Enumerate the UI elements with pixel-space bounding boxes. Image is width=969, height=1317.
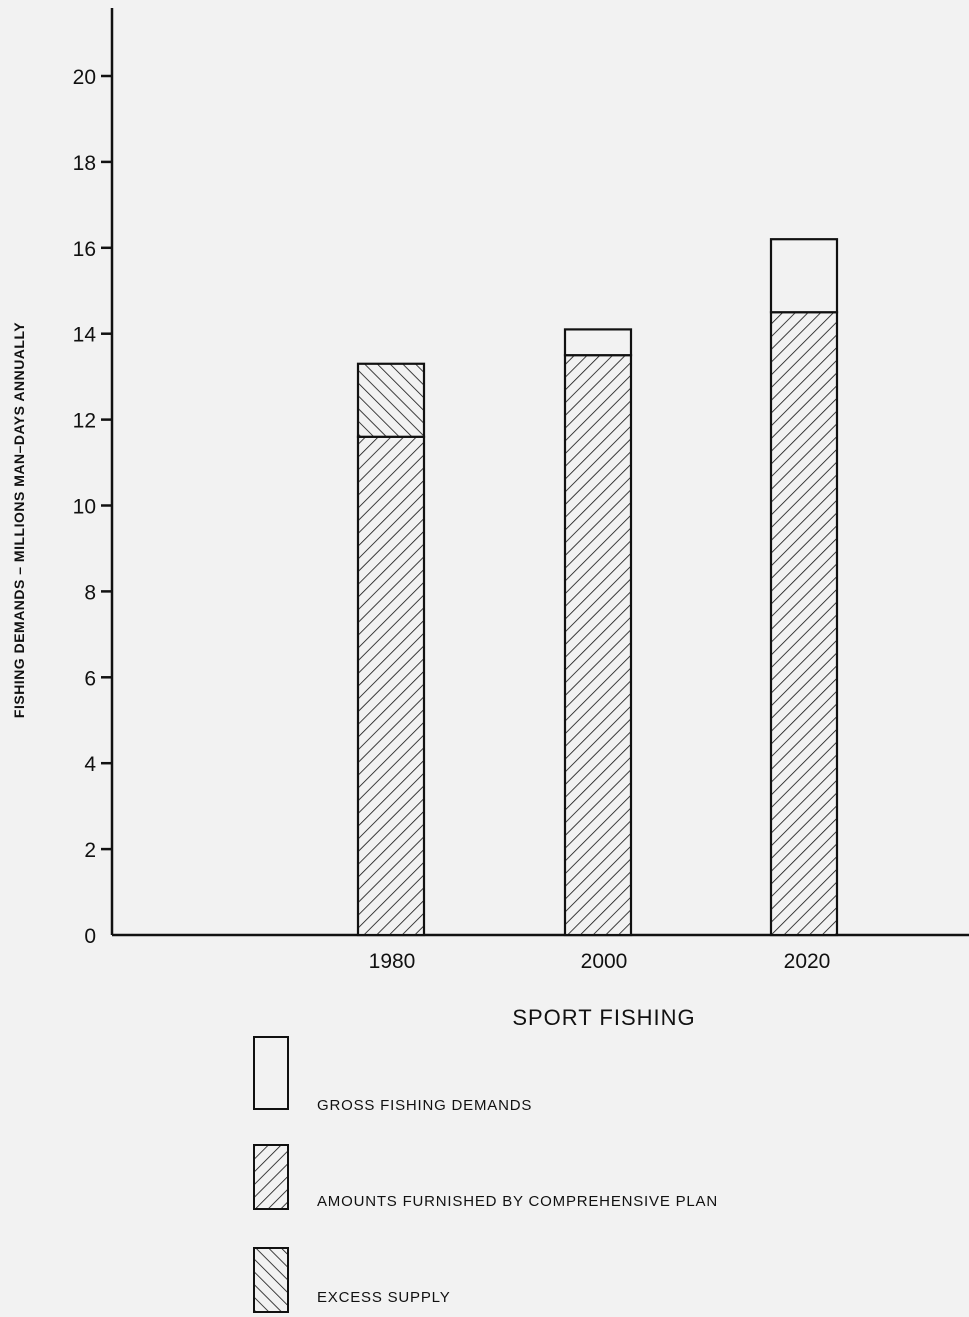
x-axis-label: SPORT FISHING bbox=[512, 1005, 695, 1030]
y-tick-label: 10 bbox=[73, 496, 96, 519]
legend-swatch-comprehensive-plan bbox=[253, 1144, 289, 1210]
y-tick-label: 2 bbox=[84, 839, 96, 862]
legend-swatch-gross-demands bbox=[253, 1036, 289, 1110]
bar-segment-2020-hatch-forward bbox=[769, 311, 839, 937]
legend-label-comprehensive-plan: AMOUNTS FURNISHED BY COMPREHENSIVE PLAN bbox=[317, 1193, 718, 1210]
bar-segment-2000-hatch-forward bbox=[563, 354, 633, 937]
y-ticks: 0 2 4 6 8 10 12 14 16 18 20 bbox=[73, 66, 112, 948]
y-tick-label: 8 bbox=[84, 581, 96, 604]
legend: GROSS FISHING DEMANDS AMOUNTS FURNISHED … bbox=[253, 1036, 718, 1313]
category-label: 1980 bbox=[369, 950, 416, 973]
legend-swatch-excess-supply bbox=[253, 1247, 289, 1313]
y-tick-label: 0 bbox=[84, 925, 96, 948]
legend-label-gross-demands: GROSS FISHING DEMANDS bbox=[317, 1097, 532, 1114]
bar-segment-1980-hatch-forward bbox=[356, 435, 426, 937]
category-label: 2000 bbox=[581, 950, 628, 973]
bar-segment-2020-empty bbox=[769, 238, 839, 314]
legend-label-excess-supply: EXCESS SUPPLY bbox=[317, 1289, 451, 1306]
y-tick-label: 16 bbox=[73, 238, 96, 261]
y-tick-label: 6 bbox=[84, 667, 96, 690]
y-tick-label: 4 bbox=[84, 753, 96, 776]
y-tick-label: 20 bbox=[73, 66, 96, 89]
y-tick-label: 14 bbox=[73, 324, 97, 347]
y-tick-label: 18 bbox=[73, 152, 96, 175]
category-labels: 1980 2000 2020 bbox=[369, 950, 831, 973]
y-tick-label: 12 bbox=[73, 410, 96, 433]
bars bbox=[356, 238, 839, 937]
bar-segment-2000-empty bbox=[563, 328, 633, 357]
y-axis-label: FISHING DEMANDS – MILLIONS MAN–DAYS ANNU… bbox=[11, 322, 27, 718]
category-label: 2020 bbox=[784, 950, 831, 973]
bar-segment-1980-hatch-backward bbox=[356, 362, 426, 438]
